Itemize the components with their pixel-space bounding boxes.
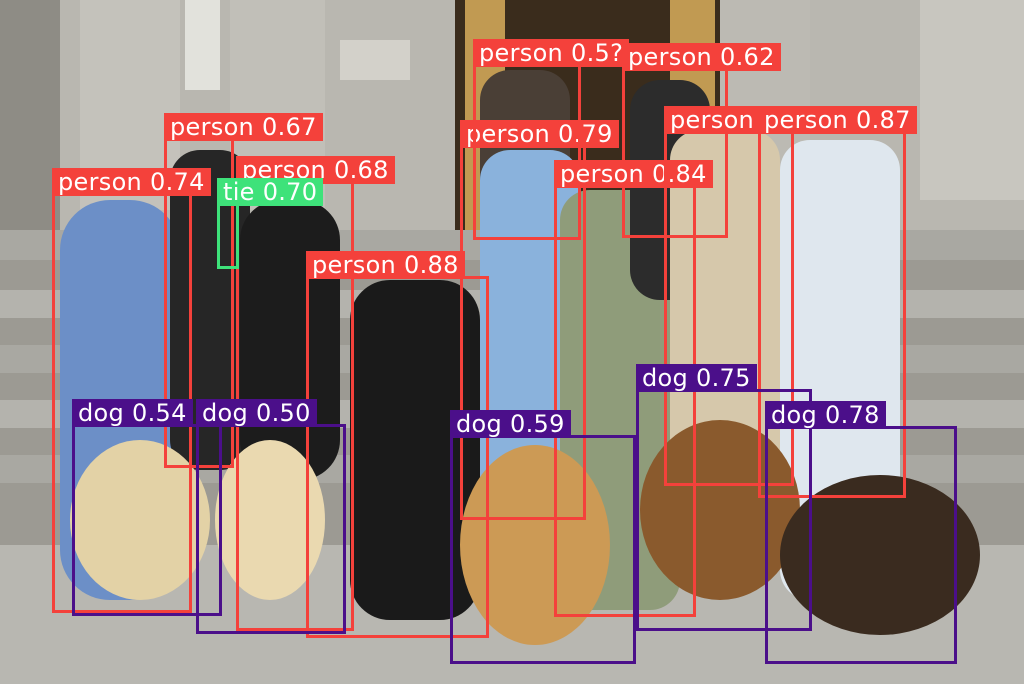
detection-label: dog 0.75	[636, 364, 757, 392]
detection-label: dog 0.78	[765, 401, 886, 429]
detection-label: dog 0.54	[72, 399, 193, 427]
detection-label: person 0.79	[460, 120, 619, 148]
detection-label: person 0.67	[164, 113, 323, 141]
detection-box-person: person 0.88	[306, 251, 489, 638]
detection-box-person: person 0.74	[52, 168, 211, 613]
detection-label: tie 0.70	[217, 178, 324, 206]
detection-label: person 0.74	[52, 168, 211, 196]
detection-label: dog 0.59	[450, 410, 571, 438]
detection-box-person: person 0.84	[554, 160, 713, 617]
detection-label: person 0.84	[554, 160, 713, 188]
detection-label: person 0.5?	[473, 39, 630, 67]
detection-box-person: person 0.67	[164, 113, 323, 468]
detection-label: dog 0.50	[196, 399, 317, 427]
detection-box-dog: dog 0.59	[450, 410, 636, 664]
detection-box-dog: dog 0.50	[196, 399, 346, 634]
detection-label: person 0.87	[758, 106, 917, 134]
detection-label: person 0.88	[306, 251, 465, 279]
detection-box-person: person	[664, 106, 794, 486]
detection-box-person: person 0.87	[758, 106, 917, 498]
detection-box-person: person 0.62	[622, 43, 781, 238]
detection-label: person	[664, 106, 761, 134]
detection-box-dog: dog 0.54	[72, 399, 222, 616]
detection-box-dog: dog 0.78	[765, 401, 957, 664]
detection-box-dog: dog 0.75	[636, 364, 812, 631]
detection-box-person: person 0.79	[460, 120, 619, 520]
detection-label: person 0.62	[622, 43, 781, 71]
detection-box-tie: tie 0.70	[217, 178, 324, 269]
detection-box-person: person 0.5?	[473, 39, 630, 240]
